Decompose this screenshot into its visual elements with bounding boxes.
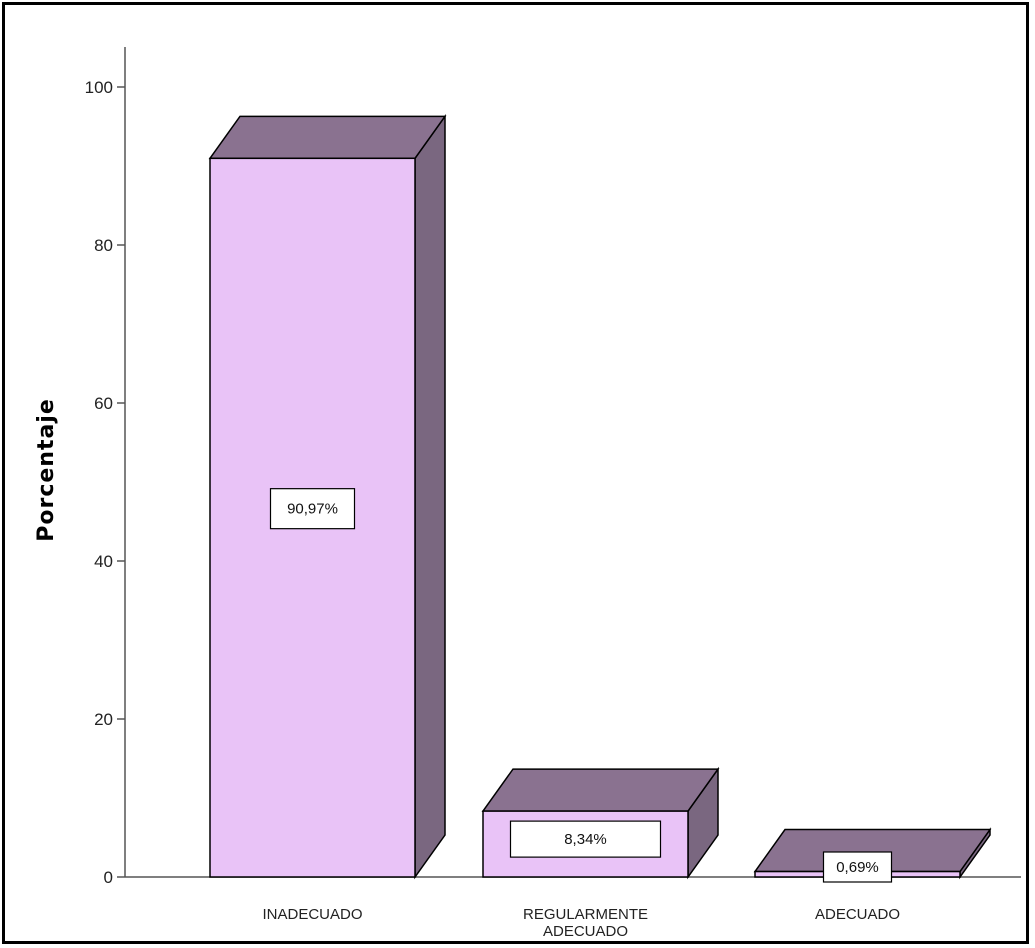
data-label-text: 90,97% <box>287 501 338 518</box>
data-label: 90,97% <box>269 488 356 530</box>
data-label-box <box>269 488 356 530</box>
bar-top-face <box>481 768 720 812</box>
bar-top-face <box>208 115 447 160</box>
data-label-text: 8,34% <box>564 831 607 848</box>
y-tick-label: 80 <box>94 236 113 255</box>
data-label-box <box>509 820 662 858</box>
x-category-label: INADECUADO <box>262 906 362 923</box>
x-category-label: REGULARMENTE <box>523 906 648 923</box>
y-tick-label: 40 <box>94 552 113 571</box>
y-tick-label: 0 <box>104 868 113 887</box>
x-category-label: ADECUADO <box>815 906 900 923</box>
data-label-box <box>822 851 893 883</box>
x-category-label: ADECUADO <box>543 923 628 940</box>
y-axis-title: Porcentaje <box>34 398 59 542</box>
data-label: 8,34% <box>509 820 662 858</box>
bar-chart: 0 20 40 60 80 100 Porcentaje INADECUADO 90,97% R… <box>34 47 1021 940</box>
y-tick-label: 100 <box>85 78 113 97</box>
data-label: 0,69% <box>822 851 893 883</box>
data-label-text: 0,69% <box>836 859 879 876</box>
bar-side-face <box>414 113 446 880</box>
y-tick-label: 20 <box>94 710 113 729</box>
y-tick-label: 60 <box>94 394 113 413</box>
